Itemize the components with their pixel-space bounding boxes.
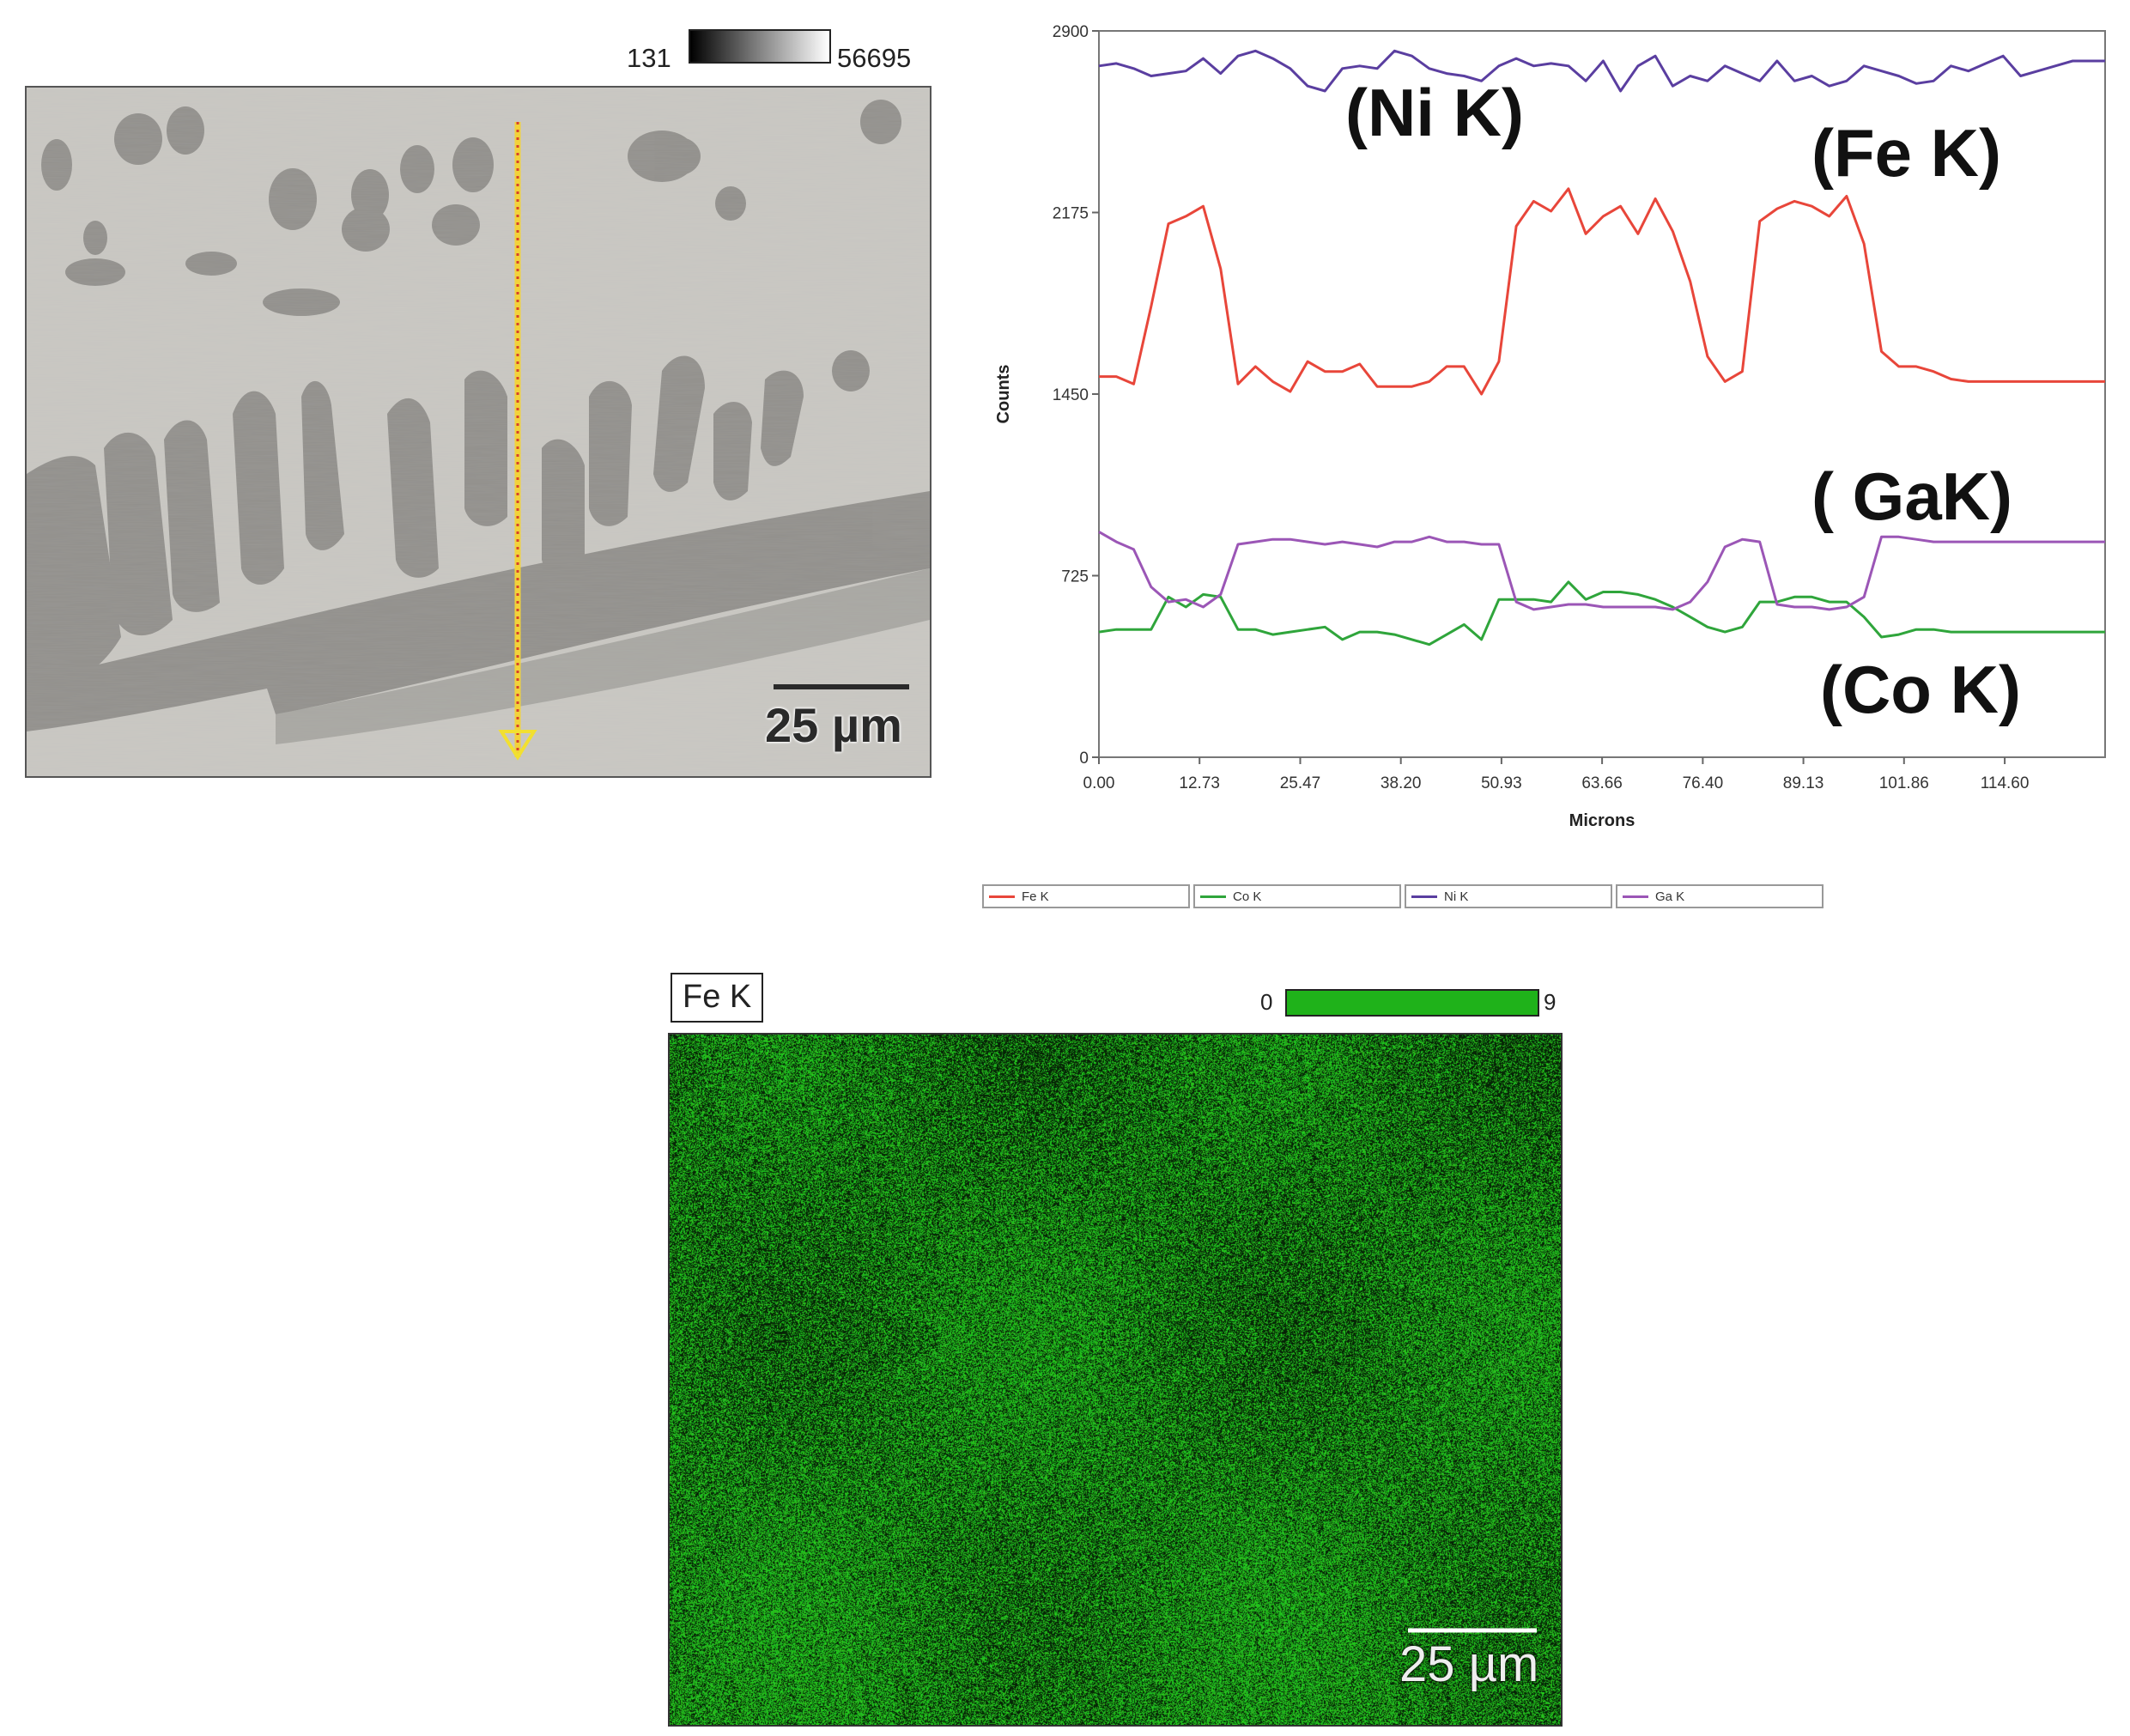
greyscale-max-label: 56695 — [837, 43, 912, 73]
x-tick-label: 12.73 — [1179, 774, 1220, 792]
y-axis: 0 725 1450 2175 2900 — [1053, 23, 1099, 768]
sem-image: 25 µm — [25, 86, 931, 778]
map-overlay — [1408, 1628, 1537, 1633]
legend-swatch-fe-k — [989, 895, 1015, 898]
x-axis-title: Microns — [1569, 811, 1635, 830]
annotation-ni-k: (Ni K) — [1345, 75, 1524, 150]
legend-item-ni-k: Ni K — [1405, 884, 1612, 908]
annotation-fe-k: (Fe K) — [1811, 115, 2001, 191]
x-tick-label: 89.13 — [1783, 774, 1824, 792]
legend-label: Ga K — [1655, 889, 1685, 904]
greyscale-bar — [689, 29, 831, 64]
sem-micrograph — [27, 88, 930, 776]
y-tick-label: 2900 — [1053, 23, 1089, 41]
x-tick-label: 114.60 — [1981, 774, 2030, 792]
x-tick-label: 0.00 — [1083, 774, 1115, 792]
linescan-end-arrow — [498, 730, 537, 761]
series-lines — [1098, 49, 2105, 646]
x-axis: 0.00 12.73 25.47 38.20 50.93 63.66 76.40 89.13 1… — [1083, 757, 2030, 792]
series-line-ga-k — [1098, 531, 2105, 611]
legend-swatch-ga-k — [1623, 895, 1648, 898]
map-colorbar — [1285, 989, 1539, 1017]
y-tick-label: 1450 — [1053, 386, 1089, 404]
sem-scale-label: 25 µm — [765, 698, 902, 752]
legend-swatch-co-k — [1200, 895, 1226, 898]
map-scale-label: 25 µm — [1399, 1636, 1539, 1692]
x-tick-label: 101.86 — [1879, 774, 1929, 792]
map-noise-canvas — [670, 1035, 1561, 1725]
map-scale-max: 9 — [1544, 989, 1557, 1015]
y-tick-label: 725 — [1061, 568, 1089, 586]
annotation-co-k: (Co K) — [1820, 652, 2021, 727]
x-tick-label: 63.66 — [1581, 774, 1623, 792]
y-tick-label: 2175 — [1053, 205, 1089, 223]
series-line-fe-k — [1099, 187, 2105, 396]
map-scale-min: 0 — [1260, 989, 1273, 1015]
legend-item-co-k: Co K — [1193, 884, 1401, 908]
legend-label: Co K — [1233, 889, 1262, 904]
y-tick-label: 0 — [1079, 750, 1089, 768]
series-line-co-k — [1098, 580, 2105, 646]
legend-swatch-ni-k — [1411, 895, 1437, 898]
x-tick-label: 76.40 — [1683, 774, 1724, 792]
linescan-chart: 0 725 1450 2175 2900 0.00 12.73 25.47 38.20 50.9… — [994, 23, 2106, 830]
map-title: Fe K — [671, 973, 764, 1023]
x-tick-label: 25.47 — [1280, 774, 1321, 792]
x-tick-label: 50.93 — [1481, 774, 1522, 792]
chart-legend: Fe K Co K Ni K Ga K — [982, 884, 1827, 910]
legend-item-fe-k: Fe K — [982, 884, 1190, 908]
annotation-ga-k: ( GaK) — [1811, 458, 2012, 534]
y-axis-title: Counts — [994, 365, 1013, 424]
series-line-ni-k — [1098, 49, 2105, 93]
legend-label: Ni K — [1444, 889, 1469, 904]
legend-label: Fe K — [1022, 889, 1049, 904]
legend-item-ga-k: Ga K — [1616, 884, 1824, 908]
fe-k-element-map: 25 µm — [668, 1033, 1563, 1727]
x-tick-label: 38.20 — [1381, 774, 1422, 792]
greyscale-min-label: 131 — [627, 43, 671, 73]
